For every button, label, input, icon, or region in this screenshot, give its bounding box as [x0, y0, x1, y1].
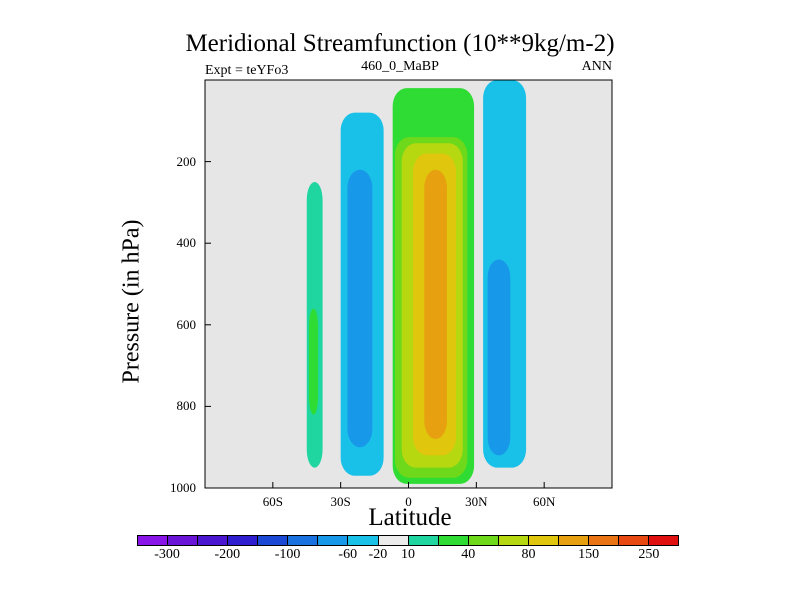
colorbar-box: [528, 536, 559, 545]
colorbar-label: -20: [368, 547, 388, 562]
x-tick-label: 30S: [330, 494, 351, 509]
cell-sh-southern-core: [309, 308, 319, 415]
period-label: 460_0_MaBP: [361, 59, 439, 74]
colorbar-box: [348, 536, 379, 545]
colorbar-label: 80: [521, 547, 536, 562]
y-tick-label: 400: [176, 235, 197, 251]
colorbar-box: [258, 536, 289, 545]
y-tick-label: 800: [176, 398, 197, 414]
colorbar-box: [498, 536, 529, 545]
colorbar-box: [168, 536, 199, 545]
cell-sh-ferrel-core: [347, 169, 373, 448]
colorbar-label: 40: [461, 547, 476, 562]
colorbar-label: -60: [338, 547, 358, 562]
cell-hadley-core: [424, 169, 447, 440]
y-tick-label: 200: [176, 153, 197, 169]
colorbar-box: [468, 536, 499, 545]
colorbar-label: -100: [274, 547, 301, 562]
colorbar-label: 10: [401, 547, 415, 562]
cell-nh-ferrel-core: [487, 259, 511, 456]
x-tick-label: 0: [405, 494, 412, 509]
y-axis-label: Pressure (in hPa): [118, 219, 145, 384]
x-tick-label: 30N: [465, 494, 488, 509]
colorbar-label: 150: [578, 547, 600, 562]
colorbar-box: [649, 536, 679, 545]
colorbar-box: [198, 536, 229, 545]
colorbar-label: -300: [154, 547, 180, 562]
y-tick-label: 1000: [170, 480, 196, 495]
colorbar-box: [318, 536, 349, 545]
season-label: ANN: [581, 59, 612, 74]
colorbar-box: [558, 536, 589, 545]
colorbar-box: [619, 536, 650, 545]
x-tick-label: 60N: [532, 494, 556, 509]
colorbar-box: [588, 536, 619, 545]
colorbar: [137, 535, 679, 546]
colorbar-box: [228, 536, 259, 545]
colorbar-box: [438, 536, 469, 545]
colorbar-box: [378, 536, 409, 545]
colorbar-box: [408, 536, 439, 545]
experiment-label: Expt = teYFo3: [205, 63, 289, 78]
x-tick-label: 60S: [262, 494, 283, 509]
colorbar-box: [288, 536, 319, 545]
x-axis-label: Latitude: [368, 504, 452, 531]
colorbar-label: 250: [638, 547, 660, 562]
y-tick-label: 600: [176, 316, 197, 332]
chart-title: Meridional Streamfunction (10**9kg/m-2): [185, 30, 615, 57]
colorbar-box: [138, 536, 169, 545]
colorbar-label: -200: [214, 547, 241, 562]
